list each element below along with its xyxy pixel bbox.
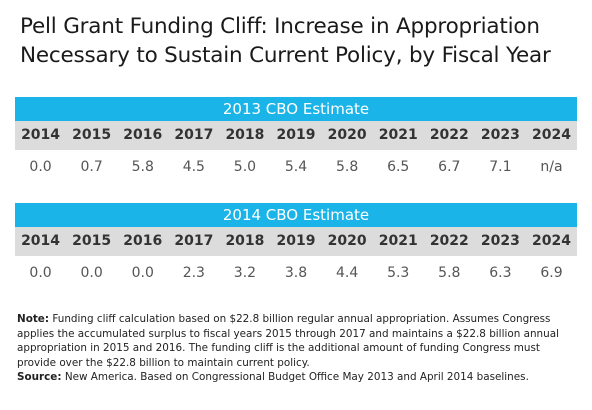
year-header-row: 2014 2015 2016 2017 2018 2019 2020 2021 … — [15, 121, 577, 150]
value-cell: 5.8 — [131, 159, 154, 175]
year-header: 2023 — [480, 233, 520, 249]
chart-title: Pell Grant Funding Cliff: Increase in Ap… — [20, 14, 551, 68]
table-title: 2014 CBO Estimate — [15, 203, 577, 227]
value-cell: 5.0 — [233, 159, 257, 175]
table-title: 2013 CBO Estimate — [15, 97, 577, 121]
value-cell: 0.0 — [29, 265, 52, 281]
year-header: 2014 — [21, 127, 61, 143]
value-cell: 5.4 — [284, 159, 308, 175]
value-row: 0.0 0.7 5.8 4.5 5.0 5.4 5.8 6.5 6.7 7.1 … — [15, 150, 577, 184]
value-cell: 0.0 — [131, 265, 154, 281]
year-header-row: 2014 2015 2016 2017 2018 2019 2020 2021 … — [15, 227, 577, 256]
value-cell: 0.0 — [80, 265, 103, 281]
year-header: 2021 — [378, 127, 418, 143]
value-cell: 4.5 — [182, 159, 205, 175]
value-cell: 2.3 — [182, 265, 205, 281]
value-cell: 5.8 — [438, 265, 461, 281]
value-cell: 6.3 — [489, 265, 512, 281]
value-cell: 0.7 — [80, 159, 103, 175]
source-text: New America. Based on Congressional Budg… — [64, 371, 529, 384]
year-header: 2022 — [429, 127, 469, 143]
year-header: 2018 — [225, 233, 265, 249]
year-header: 2019 — [276, 233, 316, 249]
year-header: 2014 — [21, 233, 61, 249]
year-header: 2016 — [123, 127, 163, 143]
year-header: 2020 — [327, 233, 367, 249]
source-label: Source: — [17, 371, 62, 384]
value-cell: 7.1 — [489, 159, 512, 175]
year-header: 2015 — [72, 127, 112, 143]
value-cell: 4.4 — [335, 265, 359, 281]
table-2013: 2013 CBO Estimate 2014 2015 2016 2017 20… — [15, 97, 577, 184]
value-cell: 6.5 — [387, 159, 410, 175]
value-cell: 5.8 — [335, 159, 359, 175]
value-cell: 3.2 — [233, 265, 257, 281]
value-cell: n/a — [540, 159, 563, 175]
year-header: 2021 — [378, 233, 418, 249]
value-cell: 0.0 — [29, 159, 52, 175]
year-header: 2020 — [327, 127, 367, 143]
year-header: 2024 — [532, 233, 571, 249]
year-header: 2019 — [276, 127, 316, 143]
value-row: 0.0 0.0 0.0 2.3 3.2 3.8 4.4 5.3 5.8 6.3 … — [15, 256, 577, 290]
year-header: 2017 — [174, 127, 214, 143]
year-header: 2015 — [72, 233, 112, 249]
value-cell: 6.7 — [438, 159, 461, 175]
footnotes: Note: Funding cliff calculation based on… — [17, 312, 579, 385]
note-text: Funding cliff calculation based on $22.8… — [17, 313, 559, 369]
value-cell: 5.3 — [387, 265, 410, 281]
table-2014: 2014 CBO Estimate 2014 2015 2016 2017 20… — [15, 203, 577, 290]
note-label: Note: — [17, 313, 50, 325]
year-header: 2022 — [429, 233, 469, 249]
year-header: 2024 — [532, 127, 571, 143]
year-header: 2016 — [123, 233, 163, 249]
year-header: 2018 — [225, 127, 265, 143]
value-cell: 3.8 — [284, 265, 308, 281]
year-header: 2023 — [480, 127, 520, 143]
value-cell: 6.9 — [540, 265, 563, 281]
year-header: 2017 — [174, 233, 214, 249]
